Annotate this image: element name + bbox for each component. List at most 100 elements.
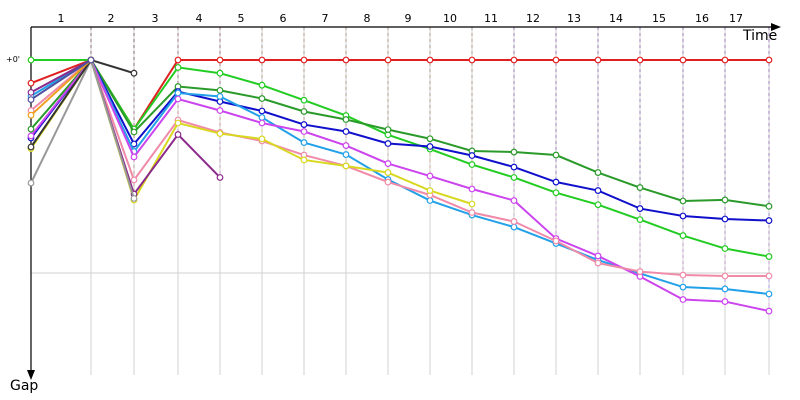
series-point bbox=[721, 272, 729, 280]
series-point bbox=[594, 252, 602, 260]
series-point bbox=[258, 114, 266, 121]
series-point bbox=[258, 56, 266, 64]
series-point bbox=[721, 196, 729, 204]
lap-label: 7 bbox=[322, 12, 329, 25]
x-axis-arrow bbox=[771, 23, 781, 31]
series-point bbox=[679, 232, 687, 239]
series-point bbox=[174, 119, 182, 127]
series-point bbox=[342, 151, 350, 158]
series-line bbox=[30, 58, 769, 277]
series-point bbox=[426, 172, 434, 180]
series-point bbox=[510, 163, 518, 171]
series-point bbox=[216, 107, 224, 114]
series-line bbox=[30, 58, 770, 295]
series-point bbox=[130, 128, 138, 136]
series-point bbox=[300, 128, 308, 135]
series-point bbox=[636, 56, 644, 64]
series-point bbox=[342, 128, 350, 135]
series-point bbox=[552, 178, 560, 186]
series-point bbox=[765, 56, 773, 64]
series-point bbox=[721, 285, 729, 293]
series-point bbox=[468, 152, 476, 159]
series-point bbox=[721, 298, 729, 305]
series-point bbox=[384, 56, 392, 64]
series-point bbox=[258, 135, 266, 143]
series-point bbox=[552, 56, 560, 64]
y-axis-title: Gap bbox=[10, 378, 38, 394]
series-point bbox=[679, 283, 687, 291]
series-group bbox=[27, 56, 773, 315]
series-line bbox=[30, 57, 135, 199]
series-point bbox=[468, 56, 476, 64]
series-point bbox=[765, 217, 773, 224]
series-point bbox=[384, 160, 392, 167]
series-point bbox=[174, 89, 182, 97]
series-point bbox=[468, 185, 476, 193]
series-point bbox=[510, 148, 518, 156]
series-point bbox=[300, 121, 308, 128]
lap-labels: 1 2 3 4 5 6 7 8 9 10 11 12 13 14 15 16 17 bbox=[58, 12, 744, 25]
series-line bbox=[30, 58, 770, 222]
series-point bbox=[27, 132, 35, 140]
series-point bbox=[636, 184, 644, 191]
series-point bbox=[342, 116, 350, 123]
series-point bbox=[426, 56, 434, 64]
series-point bbox=[216, 69, 224, 77]
series-point bbox=[426, 197, 434, 204]
series-point bbox=[594, 201, 602, 209]
series-point bbox=[300, 56, 308, 64]
series-point bbox=[342, 162, 350, 170]
series-point bbox=[258, 81, 266, 89]
series-point bbox=[679, 56, 687, 64]
series-point bbox=[468, 200, 476, 208]
series-point bbox=[300, 156, 308, 164]
lap-label: 13 bbox=[567, 12, 581, 25]
lap-label: 10 bbox=[443, 12, 457, 25]
series-point bbox=[679, 212, 687, 220]
lap-label: 2 bbox=[108, 12, 115, 25]
series-point bbox=[174, 56, 182, 64]
series-point bbox=[87, 56, 95, 64]
series-point bbox=[384, 126, 392, 134]
series-point bbox=[636, 205, 644, 212]
series-point bbox=[27, 111, 35, 119]
series-point bbox=[216, 130, 224, 137]
series-point bbox=[765, 253, 773, 260]
series-point bbox=[765, 307, 773, 315]
series-point bbox=[174, 95, 182, 103]
series-line bbox=[30, 58, 770, 313]
series-point bbox=[130, 153, 138, 161]
series-point bbox=[765, 202, 773, 210]
series-point bbox=[27, 88, 35, 96]
series-point bbox=[468, 161, 476, 168]
series-point bbox=[679, 197, 687, 205]
series-point bbox=[721, 245, 729, 252]
series-point bbox=[468, 209, 476, 216]
series-point bbox=[426, 187, 434, 194]
lap-label: 15 bbox=[652, 12, 666, 25]
lap-label: 16 bbox=[695, 12, 709, 25]
series-point bbox=[174, 64, 182, 71]
series-point bbox=[426, 135, 434, 143]
series-point bbox=[721, 215, 729, 223]
zero-label: +0' bbox=[6, 55, 20, 64]
series-point bbox=[130, 195, 138, 202]
lap-label: 12 bbox=[526, 12, 540, 25]
series-point bbox=[679, 271, 687, 279]
series-point bbox=[384, 178, 392, 186]
series-point bbox=[258, 119, 266, 127]
series-line bbox=[31, 59, 770, 258]
series-point bbox=[510, 56, 518, 64]
series-line bbox=[30, 59, 92, 116]
series-point bbox=[27, 56, 35, 64]
series-point bbox=[765, 290, 773, 298]
series-point bbox=[342, 56, 350, 64]
series-point bbox=[342, 142, 350, 149]
series-point bbox=[721, 56, 729, 64]
lap-label: 9 bbox=[405, 12, 412, 25]
series-point bbox=[636, 268, 644, 275]
series-point bbox=[594, 56, 602, 64]
series-point bbox=[552, 237, 560, 245]
series-point bbox=[510, 218, 518, 225]
series-point bbox=[216, 56, 224, 64]
